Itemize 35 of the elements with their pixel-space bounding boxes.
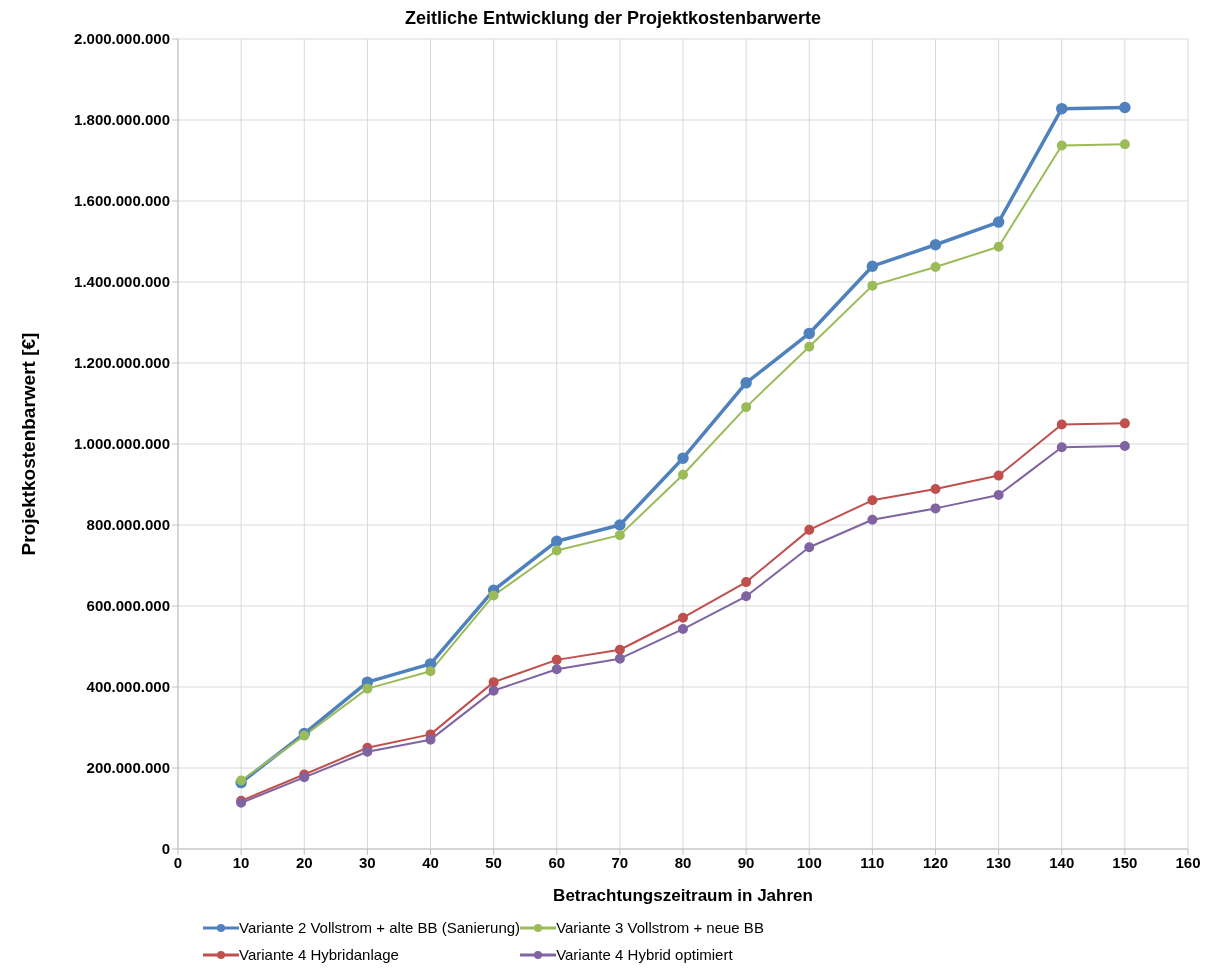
chart-title: Zeitliche Entwicklung der Projektkostenbarwerte bbox=[403, 8, 823, 29]
x-tick-label: 70 bbox=[611, 853, 629, 871]
legend-label: Variante 4 Hybridanlage bbox=[239, 946, 399, 963]
y-tick-label: 200.000.000 bbox=[86, 759, 170, 777]
legend-label: Variante 2 Vollstrom + alte BB (Sanierung) bbox=[239, 919, 521, 936]
x-tick-label: 30 bbox=[359, 853, 376, 871]
x-tick-label: 80 bbox=[674, 853, 692, 871]
y-tick-label: 600.000.000 bbox=[86, 597, 170, 615]
x-tick-label: 100 bbox=[796, 853, 822, 871]
x-tick-label: 0 bbox=[173, 853, 183, 871]
legend-label: Variante 3 Vollstrom + neue BB bbox=[556, 919, 764, 936]
x-tick-label: 10 bbox=[232, 853, 250, 871]
y-tick-label: 400.000.000 bbox=[86, 678, 170, 696]
legend-label: Variante 4 Hybrid optimiert bbox=[556, 946, 733, 963]
y-tick-label: 1.000.000.000 bbox=[74, 435, 170, 453]
x-tick-label: 40 bbox=[422, 853, 439, 871]
y-tick-label: 0 bbox=[161, 840, 170, 858]
y-tick-label: 800.000.000 bbox=[86, 516, 170, 534]
y-axis-title: Projektkostenbarwert [€] bbox=[17, 332, 39, 556]
y-tick-label: 1.400.000.000 bbox=[74, 273, 170, 291]
y-tick-label: 1.600.000.000 bbox=[74, 192, 170, 210]
x-tick-label: 130 bbox=[986, 853, 1012, 871]
x-tick-label: 20 bbox=[295, 853, 313, 871]
x-tick-label: 50 bbox=[485, 853, 502, 871]
y-tick-label: 1.200.000.000 bbox=[74, 354, 170, 372]
y-tick-label: 2.000.000.000 bbox=[74, 30, 170, 48]
x-tick-label: 90 bbox=[737, 853, 755, 871]
y-tick-label: 1.800.000.000 bbox=[74, 111, 170, 129]
x-axis-title: Betrachtungszeitraum in Jahren bbox=[553, 886, 813, 905]
x-tick-label: 150 bbox=[1112, 853, 1138, 871]
x-tick-label: 60 bbox=[548, 853, 566, 871]
x-tick-label: 140 bbox=[1049, 853, 1075, 871]
x-tick-label: 120 bbox=[922, 853, 949, 871]
x-tick-label: 110 bbox=[860, 853, 885, 871]
x-tick-label: 160 bbox=[1175, 853, 1201, 871]
